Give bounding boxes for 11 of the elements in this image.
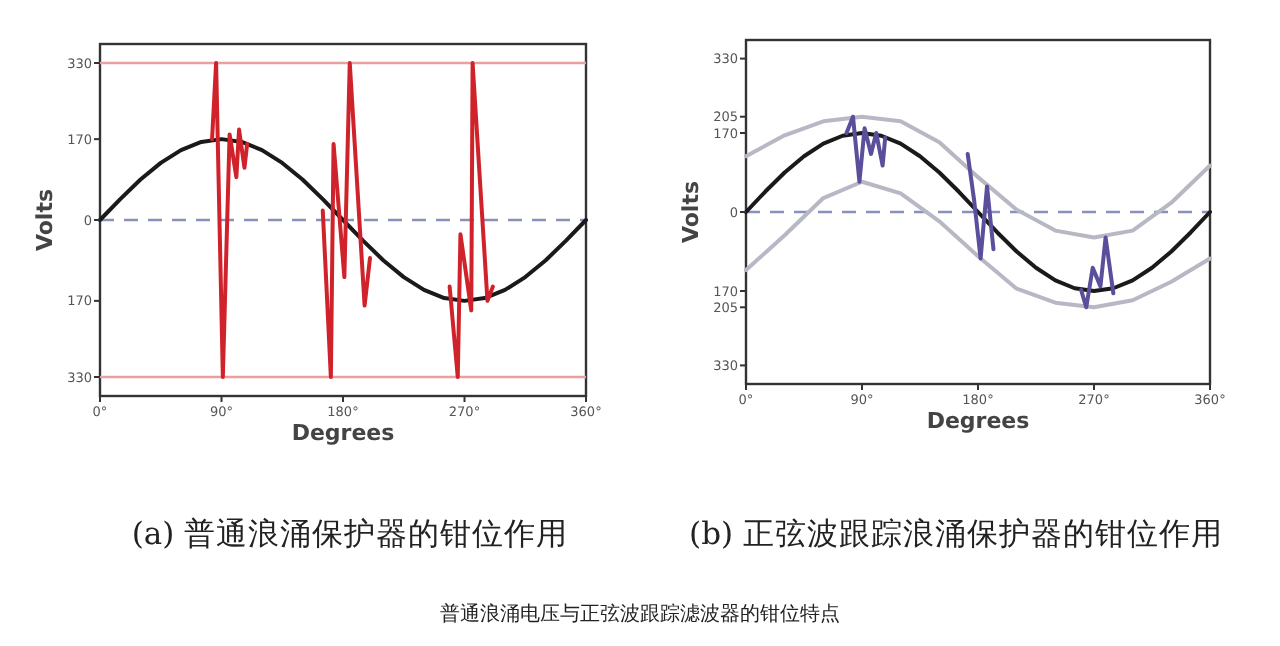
line-series	[98, 137, 588, 303]
line-series	[744, 114, 1212, 240]
x-axis-title: Degrees	[291, 420, 396, 446]
text: 普通浪涌电压与正弦波跟踪滤波器的钳位特点	[440, 602, 840, 626]
line-series	[744, 130, 1212, 294]
x-axis-title: Degrees	[926, 408, 1031, 434]
y-axis-title: Volts	[678, 180, 704, 244]
line-series	[744, 179, 1212, 310]
y-axis-title: Volts	[32, 188, 58, 252]
text: (a) 普通浪涌保护器的钳位作用	[131, 516, 569, 552]
text: (b) 正弦波跟踪浪涌保护器的钳位作用	[689, 516, 1223, 552]
